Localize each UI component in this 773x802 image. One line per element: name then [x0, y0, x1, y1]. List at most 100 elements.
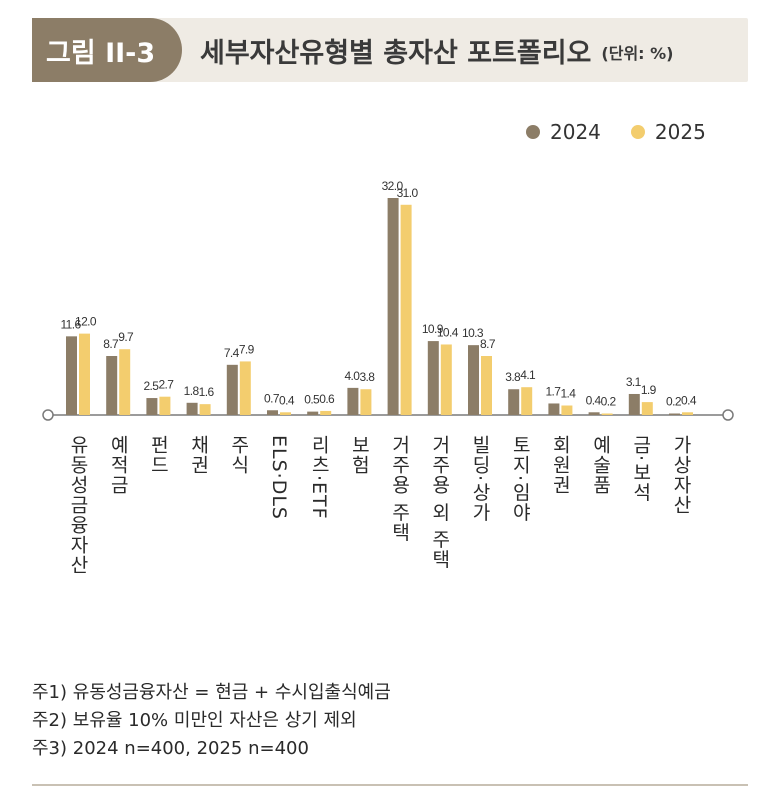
note-2: 주2) 보유율 10% 미만인 자산은 상기 제외	[32, 710, 357, 731]
data-label-2024-0: 11.6	[60, 317, 81, 331]
bar-2025-7	[360, 389, 372, 415]
bar-2024-12	[548, 403, 560, 415]
chart-title-wrap: 세부자산유형별 총자산 포트폴리오 (단위: %)	[200, 18, 673, 82]
data-label-2025-3: 1.6	[199, 385, 215, 399]
category-label-0: 유동성금융자산	[67, 435, 89, 575]
data-label-2024-5: 0.7	[264, 391, 280, 405]
bar-2024-14	[628, 393, 640, 415]
figure-label: 그림 II-3	[32, 18, 182, 82]
bar-2024-3	[186, 402, 198, 415]
data-label-2025-13: 0.2	[601, 395, 617, 409]
data-label-2024-14: 3.1	[626, 375, 642, 389]
note-3: 주3) 2024 n=400, 2025 n=400	[32, 738, 309, 759]
data-label-2024-2: 2.5	[143, 379, 159, 393]
bar-2025-8	[400, 204, 412, 415]
category-label-7: 보험	[348, 435, 370, 475]
bar-2025-6	[320, 410, 332, 415]
bar-2024-13	[588, 412, 600, 415]
category-label-15: 가상자산	[670, 435, 692, 515]
bar-2024-4	[226, 364, 238, 415]
data-label-2024-7: 4.0	[344, 369, 360, 383]
bar-2024-1	[106, 356, 118, 415]
data-label-2025-8: 31.0	[397, 186, 419, 200]
category-label-1: 예적금	[107, 435, 129, 495]
data-label-2025-2: 2.7	[158, 378, 174, 392]
data-label-2025-10: 8.7	[480, 337, 496, 351]
category-label-6: 리츠·ETF	[308, 435, 330, 520]
category-label-11: 토지·임야	[509, 435, 531, 522]
category-label-13: 예술품	[590, 435, 612, 495]
data-label-2024-6: 0.5	[304, 393, 320, 407]
bar-2025-1	[119, 349, 131, 415]
figure-header: 그림 II-3 세부자산유형별 총자산 포트폴리오 (단위: %)	[32, 18, 748, 82]
note-1: 주1) 유동성금융자산 = 현금 + 수시입출식예금	[32, 682, 391, 703]
bar-2024-0	[66, 336, 77, 415]
data-label-2024-11: 3.8	[505, 370, 521, 384]
data-label-2025-14: 1.9	[641, 383, 657, 397]
category-label-10: 빌딩·상가	[469, 435, 491, 522]
legend-swatch-2024	[526, 125, 540, 139]
bar-2025-15	[682, 412, 693, 415]
bar-2025-11	[521, 387, 533, 415]
axis-start-marker	[42, 409, 54, 421]
data-label-2025-1: 9.7	[118, 330, 134, 344]
chart-title: 세부자산유형별 총자산 포트폴리오	[200, 37, 592, 69]
data-label-2024-1: 8.7	[103, 337, 119, 351]
bar-2024-8	[387, 198, 399, 415]
data-label-2025-12: 1.4	[560, 387, 576, 401]
data-label-2024-13: 0.4	[586, 393, 602, 407]
data-label-2024-15: 0.2	[666, 395, 682, 409]
legend-item-2025: 2025	[630, 120, 706, 144]
data-label-2025-7: 3.8	[359, 370, 375, 384]
data-label-2025-9: 10.4	[437, 325, 459, 339]
category-label-9: 거주용 외 주택	[429, 435, 451, 569]
bar-2024-10	[468, 345, 479, 415]
notes: 주1) 유동성금융자산 = 현금 + 수시입출식예금 주2) 보유율 10% 미…	[32, 679, 391, 763]
bar-2024-9	[427, 341, 439, 415]
data-label-2025-5: 0.4	[279, 393, 295, 407]
bar-2025-10	[481, 356, 492, 415]
category-label-8: 거주용 주택	[389, 435, 411, 542]
category-label-2: 펀드	[147, 435, 169, 475]
category-label-3: 채권	[188, 435, 210, 475]
bar-2025-12	[561, 405, 573, 415]
bar-2025-0	[79, 333, 90, 415]
bar-2025-3	[199, 404, 211, 415]
bar-2024-11	[508, 389, 520, 415]
legend-swatch-2025	[630, 125, 645, 139]
category-label-5: ELS·DLS	[268, 435, 290, 520]
legend-label-2025: 2025	[654, 120, 706, 144]
data-label-2024-9: 10.9	[422, 322, 444, 336]
footer-divider	[32, 784, 748, 786]
data-label-2025-11: 4.1	[520, 368, 536, 382]
bar-2024-5	[267, 410, 278, 415]
data-label-2025-0: 12.0	[75, 315, 97, 329]
bar-2025-2	[159, 396, 171, 415]
bar-2024-6	[307, 411, 319, 415]
data-label-2024-8: 32.0	[382, 179, 404, 193]
data-label-2025-15: 0.4	[681, 393, 697, 407]
bar-2025-5	[280, 412, 291, 415]
bar-2025-14	[641, 402, 653, 415]
legend-item-2024: 2024	[526, 120, 601, 144]
unit-label: (단위: %)	[601, 44, 674, 63]
category-label-12: 회원권	[549, 435, 571, 495]
data-label-2025-4: 7.9	[239, 342, 255, 356]
bar-2024-2	[146, 398, 158, 415]
data-label-2024-4: 7.4	[224, 346, 240, 360]
category-label-14: 금·보석	[630, 435, 652, 502]
bar-2025-4	[239, 361, 251, 415]
data-label-2025-6: 0.6	[319, 392, 335, 406]
axis-end-marker	[722, 409, 734, 421]
bar-2025-13	[601, 413, 613, 415]
data-label-2024-12: 1.7	[545, 384, 561, 398]
legend-label-2024: 2024	[550, 120, 601, 144]
bar-2024-7	[347, 387, 359, 415]
data-label-2024-10: 10.3	[462, 326, 484, 340]
legend: 2024 2025	[526, 120, 736, 144]
bar-2025-9	[440, 344, 452, 415]
category-label-4: 주식	[228, 435, 250, 475]
bar-2024-15	[669, 413, 680, 415]
data-label-2024-3: 1.8	[184, 384, 200, 398]
